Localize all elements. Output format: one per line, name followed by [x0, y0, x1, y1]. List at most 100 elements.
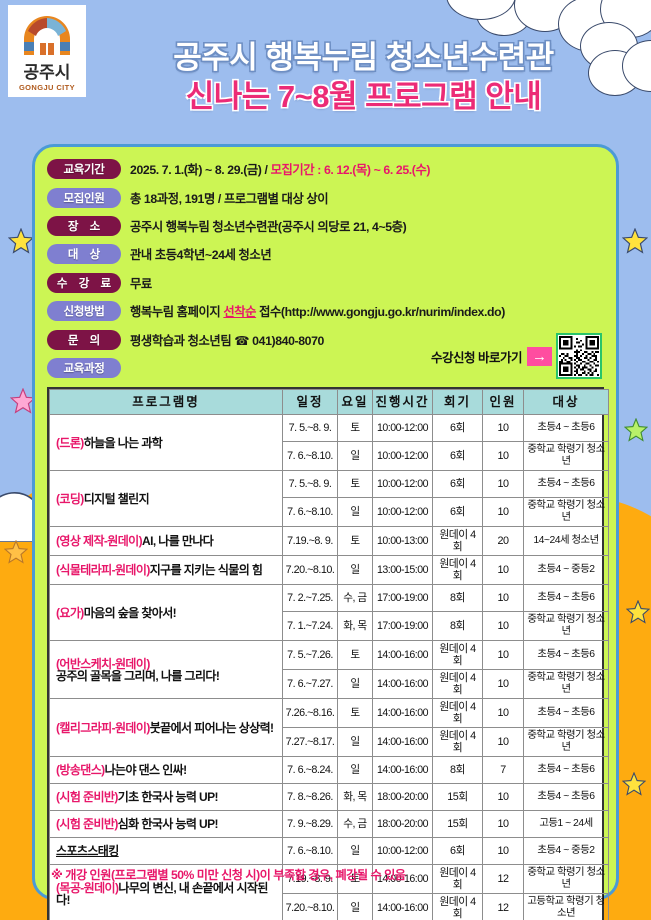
cell-time: 10:00-12:00 — [372, 441, 433, 471]
cell-date: 7. 2.~7.25. — [282, 584, 338, 612]
program-title: 붓끝에서 피어나는 상상력! — [149, 720, 274, 735]
cell-time: 10:00-12:00 — [372, 470, 433, 498]
program-title: 지구를 지키는 식물의 힘 — [149, 563, 263, 577]
cell-people: 10 — [482, 727, 524, 757]
gongju-city-logo: 공주시 GONGJU CITY — [8, 5, 86, 97]
cell-date: 7. 6.~8.10. — [282, 837, 338, 865]
table-column-header: 프로그램명 — [49, 389, 283, 415]
table-row: (코딩)디지털 챌린지 7. 5.~8. 9. 토 10:00-12:00 6회 10 초등… — [49, 470, 609, 527]
info-badge: 모집인원 — [47, 187, 121, 208]
cell-sessions: 8회 — [432, 611, 483, 641]
cell-target: 중학교 학령기 청소년 — [523, 727, 609, 757]
table-column-header: 인원 — [482, 389, 524, 415]
program-table: 프로그램명 일정 요일 진행시간 회기 인원 대상 (드론)하늘을 나는 과학 7. 5.~8… — [49, 389, 609, 920]
cloud-decoration — [446, 0, 651, 74]
cell-day: 토 — [337, 698, 373, 728]
cell-sessions: 15회 — [432, 810, 483, 838]
program-name-cell: (시험 준비반)심화 한국사 능력 UP! — [49, 810, 283, 838]
cell-time: 17:00-19:00 — [372, 584, 433, 612]
cell-sessions: 원데이 4회 — [432, 864, 483, 894]
cell-day: 토 — [337, 414, 373, 442]
cell-day: 토 — [337, 526, 373, 556]
program-name-cell: (코딩)디지털 챌린지 — [49, 470, 283, 527]
program-tag: (시험 준비반) — [56, 817, 118, 831]
cell-date: 7.27.~8.17. — [282, 727, 338, 757]
cell-day: 일 — [337, 756, 373, 784]
cell-people: 20 — [482, 526, 524, 556]
apply-shortcut[interactable]: 수강신청 바로가기 → — [431, 333, 602, 379]
cell-time: 14:00-16:00 — [372, 727, 433, 757]
cell-date: 7. 5.~7.26. — [282, 640, 338, 670]
cell-day: 화, 목 — [337, 783, 373, 811]
info-row: 문 의 평생학습과 청소년팀 ☎ 041)840-8070 — [47, 325, 604, 353]
cell-target: 초등4 ~ 초등6 — [523, 414, 609, 442]
qr-code-icon[interactable] — [556, 333, 602, 379]
cell-target: 중학교 학령기 청소년 — [523, 497, 609, 527]
info-text-part: 행복누림 홈페이지 — [130, 305, 224, 320]
table-column-header: 진행시간 — [372, 389, 433, 415]
cell-date: 7.26.~8.16. — [282, 698, 338, 728]
page-title: 공주시 행복누림 청소년수련관 — [173, 40, 554, 75]
info-text-part: 2025. 7. 1.(화) ~ 8. 29.(금) / — [130, 163, 271, 178]
cell-date: 7. 6.~8.10. — [282, 441, 338, 471]
program-name-cell: (식물테라피-원데이)지구를 지키는 식물의 힘 — [49, 555, 283, 585]
cell-sessions: 6회 — [432, 837, 483, 865]
table-body: (드론)하늘을 나는 과학 7. 5.~8. 9. 토 10:00-12:00 6회 10… — [49, 414, 609, 920]
table-column-header: 요일 — [337, 389, 373, 415]
info-row: 장 소 공주시 행복누림 청소년수련관(공주시 의당로 21, 4~5층) — [47, 212, 604, 240]
cell-target: 고등학교 학령기 청소년 — [523, 893, 609, 920]
program-title: 공주의 골목을 그리며, 나를 그리다! — [56, 668, 220, 683]
program-title: 나무의 변신, 내 손끝에서 시작된다! — [56, 880, 268, 907]
info-badge: 장 소 — [47, 215, 121, 236]
cell-people: 10 — [482, 810, 524, 838]
cell-date: 7.19.~8. 9. — [282, 864, 338, 894]
cell-day: 토 — [337, 864, 373, 894]
page-subtitle: 신나는 7~8월 프로그램 안내 — [185, 79, 542, 114]
info-text: 공주시 행복누림 청소년수련관(공주시 의당로 21, 4~5층) — [130, 217, 407, 235]
cell-sessions: 원데이 4회 — [432, 893, 483, 920]
cell-target: 초등4 ~ 초등6 — [523, 470, 609, 498]
table-row: (시험 준비반)기초 한국사 능력 UP! 7. 8.~8.26. 화, 목 18:0… — [49, 783, 609, 811]
table-row: 7. 1.~7.24. 화, 목 17:00-19:00 8회 10 중학교 학령기 청소… — [50, 611, 609, 641]
cell-day: 일 — [337, 669, 373, 699]
table-column-header: 일정 — [282, 389, 338, 415]
cell-day: 일 — [337, 441, 373, 471]
table-row: 스포츠스태킹 7. 6.~8.10. 일 10:00-12:00 6회 10 초등4 ~ 중… — [49, 837, 609, 865]
cell-sessions: 8회 — [432, 756, 483, 784]
info-row: 수 강 료 무료 — [47, 269, 604, 297]
cell-date: 7. 1.~7.24. — [282, 611, 338, 641]
program-title: 하늘을 나는 과학 — [83, 435, 163, 450]
cell-time: 10:00-13:00 — [372, 526, 433, 556]
info-text-part: 평생학습과 청소년팀 ☎ 041)840-8070 — [130, 333, 324, 348]
cell-people: 10 — [482, 640, 524, 670]
info-row: 모집인원 총 18과정, 191명 / 프로그램별 대상 상이 — [47, 183, 604, 211]
cell-time: 13:00-15:00 — [372, 555, 433, 585]
program-title: 스포츠스태킹 — [56, 844, 119, 858]
info-badge: 교육기간 — [47, 159, 121, 180]
cell-people: 10 — [482, 441, 524, 471]
cell-date: 7. 6.~8.10. — [282, 497, 338, 527]
cell-target: 중학교 학령기 청소년 — [523, 669, 609, 699]
program-name-cell: (영상 제작-원데이)AI, 나를 만나다 — [49, 526, 283, 556]
table-column-header: 회기 — [432, 389, 483, 415]
program-tag: (목공-원데이) — [56, 880, 119, 895]
program-title: 나는야 댄스 인싸! — [104, 763, 188, 777]
info-row: 교육과정 — [47, 354, 604, 382]
logo-text-kr: 공주시 — [23, 63, 71, 82]
program-name-cell: 스포츠스태킹 — [49, 837, 283, 865]
info-badge: 수 강 료 — [47, 272, 121, 293]
cell-people: 12 — [482, 893, 524, 920]
cell-time: 14:00-16:00 — [372, 756, 433, 784]
arrow-right-icon[interactable]: → — [527, 346, 552, 366]
cell-day: 화, 목 — [337, 611, 373, 641]
info-text-part[interactable]: 선착순 — [223, 305, 257, 320]
program-name-cell: (드론)하늘을 나는 과학 — [49, 414, 283, 471]
table-row: (시험 준비반)심화 한국사 능력 UP! 7. 9.~8.29. 수, 금 18:0… — [49, 810, 609, 838]
info-badge: 대 상 — [47, 244, 121, 265]
info-text: 총 18과정, 191명 / 프로그램별 대상 상이 — [130, 189, 329, 207]
program-tag: (식물테라피-원데이) — [56, 563, 150, 577]
program-title: AI, 나를 만나다 — [142, 534, 214, 548]
cell-day: 일 — [337, 555, 373, 585]
cell-people: 10 — [482, 783, 524, 811]
info-text-part: 무료 — [130, 276, 152, 291]
